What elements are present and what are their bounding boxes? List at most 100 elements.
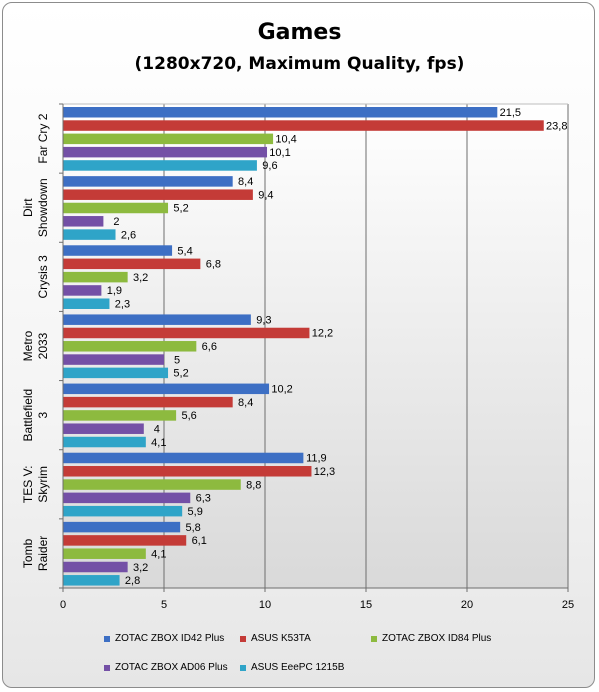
bar (63, 575, 120, 586)
y-category-label: TES V:Skyrim (21, 465, 50, 503)
legend-swatch (240, 664, 246, 671)
legend-swatch (240, 635, 246, 642)
bar (63, 492, 191, 504)
x-tick-label: 0 (60, 599, 66, 611)
bar (63, 452, 304, 464)
legend-label: ASUS EeePC 1215B (251, 662, 345, 673)
x-tick-label: 5 (161, 599, 167, 611)
bar (63, 466, 312, 477)
y-category-label: Far Cry 2 (36, 113, 50, 163)
data-label: 5 (174, 354, 180, 366)
bar (63, 160, 257, 171)
data-label: 10,4 (275, 134, 296, 146)
data-label: 5,6 (181, 410, 196, 422)
chart-title: Games (257, 20, 342, 45)
legend-item: ZOTAC ZBOX ID84 Plus (371, 633, 491, 644)
y-category-label: TombRaider (21, 536, 50, 571)
legend-item: ZOTAC ZBOX AD06 Plus (104, 662, 228, 673)
data-label: 6,3 (196, 493, 211, 505)
legend-label: ZOTAC ZBOX AD06 Plus (115, 662, 228, 673)
y-category-label: Metro2033 (21, 330, 50, 361)
legend-item: ASUS K53TA (240, 633, 311, 644)
bar (63, 561, 128, 573)
data-label: 4 (154, 423, 160, 435)
bar (63, 202, 169, 214)
bar (63, 216, 104, 227)
data-label: 23,8 (546, 120, 567, 132)
bar (63, 548, 146, 559)
data-label: 10,2 (271, 384, 292, 396)
legend-swatch (371, 635, 377, 642)
bar (63, 271, 128, 283)
bar (63, 423, 144, 434)
data-label: 2,8 (125, 575, 140, 587)
bar (63, 133, 274, 145)
data-label: 3,2 (133, 562, 148, 574)
data-label: 5,9 (188, 506, 203, 518)
bar (63, 285, 102, 296)
bar (63, 258, 201, 270)
data-label: 3,2 (133, 272, 148, 284)
legend-swatch (104, 664, 110, 671)
bar (63, 245, 173, 256)
data-label: 11,9 (306, 453, 327, 465)
data-label: 1,9 (107, 285, 122, 297)
legend-item: ASUS EeePC 1215B (240, 662, 344, 673)
bar (63, 327, 310, 339)
legend-label: ZOTAC ZBOX ID42 Plus (115, 633, 225, 644)
x-tick-label: 10 (259, 599, 271, 611)
data-label: 9,6 (262, 160, 277, 172)
bar (63, 314, 251, 325)
data-label: 21,5 (500, 107, 521, 119)
data-label: 4,1 (151, 437, 166, 449)
data-label: 8,4 (238, 397, 253, 409)
x-tick-label: 20 (461, 599, 473, 611)
y-category-label: Battlefield3 (21, 389, 50, 442)
y-category-label: DirtShowdown (21, 178, 50, 237)
data-label: 12,2 (312, 328, 333, 340)
data-label: 8,8 (246, 479, 261, 491)
bar (63, 107, 498, 118)
bar (63, 354, 164, 365)
bar (63, 367, 169, 379)
data-label: 12,3 (314, 466, 335, 478)
data-label: 5,8 (186, 522, 201, 534)
bar (63, 410, 177, 421)
data-label: 6,8 (206, 259, 221, 271)
bar (63, 436, 146, 448)
data-label: 2 (113, 216, 119, 228)
bar (63, 298, 110, 309)
x-tick-label: 25 (562, 599, 574, 611)
x-tick-label: 15 (360, 599, 372, 611)
bar (63, 479, 241, 490)
bar (63, 189, 253, 200)
data-label: 8,4 (238, 176, 253, 188)
data-label: 4,1 (151, 548, 166, 560)
legend-item: ZOTAC ZBOX ID42 Plus (104, 633, 224, 644)
bar (63, 396, 233, 408)
y-category-label: Crysis 3 (36, 255, 50, 299)
bar (63, 535, 187, 546)
data-label: 5,2 (173, 368, 188, 380)
chart-subtitle: (1280x720, Maximum Quality, fps) (134, 54, 465, 74)
data-label: 9,4 (258, 189, 273, 201)
bar (63, 505, 183, 517)
bar (63, 521, 181, 533)
legend-swatch (104, 635, 110, 642)
bar (63, 176, 233, 187)
data-label: 6,6 (202, 341, 217, 353)
data-label: 9,3 (256, 314, 271, 326)
data-label: 5,4 (177, 245, 192, 257)
bar (63, 229, 116, 240)
legend-label: ASUS K53TA (251, 633, 311, 644)
legend-label: ZOTAC ZBOX ID84 Plus (382, 633, 492, 644)
bar (63, 383, 270, 395)
data-label: 5,2 (173, 203, 188, 215)
bar (63, 341, 197, 352)
data-label: 10,1 (269, 147, 290, 159)
data-label: 6,1 (192, 535, 207, 547)
bar (63, 146, 268, 158)
bar (63, 120, 544, 131)
data-label: 2,3 (115, 298, 130, 310)
